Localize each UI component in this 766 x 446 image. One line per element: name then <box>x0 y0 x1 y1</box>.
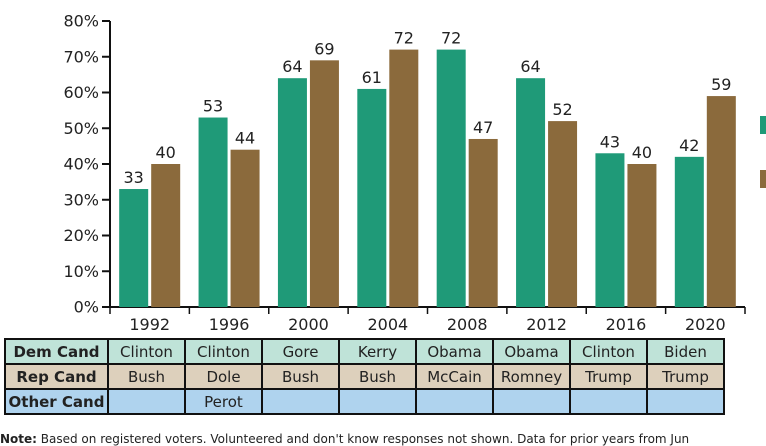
x-tick-label: 2012 <box>526 315 567 334</box>
data-label: 64 <box>520 57 540 76</box>
data-label: 47 <box>473 118 493 137</box>
candidate-table: Dem Cand Clinton Clinton Gore Kerry Obama Obam… <box>4 338 725 415</box>
rep-bar <box>151 164 181 307</box>
data-label: 53 <box>203 97 223 116</box>
bar-chart: 0% 10% 20% 30% 40% 50% 60% 70% 80% 1992 1996 2000 2… <box>63 12 766 334</box>
bars: 33 53 64 61 72 64 43 42 40 44 69 72 47 52 40 59 <box>119 29 736 308</box>
data-label: 42 <box>679 136 699 155</box>
data-label: 52 <box>552 100 572 119</box>
data-label: 64 <box>282 57 302 76</box>
candidate-cell: Dole <box>184 363 263 390</box>
other-candidate-row: Other Cand Perot <box>4 388 725 415</box>
data-label: 44 <box>235 129 255 148</box>
candidate-cell: Gore <box>261 338 340 365</box>
note-label: Note: <box>0 432 37 446</box>
candidate-cell <box>492 388 571 415</box>
note-text: Based on registered voters. Volunteered … <box>36 432 690 446</box>
rep-bar <box>548 121 578 307</box>
candidate-cell: Biden <box>646 338 725 365</box>
candidate-cell <box>261 388 340 415</box>
chart-note: Note: Based on registered voters. Volunt… <box>0 432 766 446</box>
x-tick-label: 2020 <box>685 315 726 334</box>
x-axis: 1992 1996 2000 2004 2008 2012 2016 2020 <box>109 306 746 334</box>
row-header: Dem Cand <box>4 338 109 365</box>
candidate-cell: Bush <box>107 363 186 390</box>
dem-bar <box>674 156 704 307</box>
rep-bar <box>468 138 498 307</box>
y-tick-label: 40% <box>63 155 99 174</box>
x-tick-label: 2016 <box>606 315 647 334</box>
x-tick-label: 1996 <box>209 315 250 334</box>
candidate-cell: Kerry <box>338 338 417 365</box>
row-header: Other Cand <box>4 388 109 415</box>
candidate-cell: Romney <box>492 363 571 390</box>
y-tick-label: 30% <box>63 190 99 209</box>
candidate-cell <box>107 388 186 415</box>
candidate-cell: McCain <box>415 363 494 390</box>
candidate-cell: Obama <box>415 338 494 365</box>
rep-bar <box>389 49 419 307</box>
data-label: 72 <box>394 29 414 48</box>
candidate-cell <box>415 388 494 415</box>
dem-bar <box>119 189 149 307</box>
legend <box>760 116 766 188</box>
data-label: 61 <box>362 68 382 87</box>
rep-bar <box>309 60 339 308</box>
candidate-cell: Trump <box>646 363 725 390</box>
x-tick-label: 2008 <box>447 315 488 334</box>
data-label: 72 <box>441 29 461 48</box>
row-header: Rep Cand <box>4 363 109 390</box>
x-tick-label: 2004 <box>367 315 408 334</box>
data-label: 43 <box>600 132 620 151</box>
y-tick-label: 50% <box>63 119 99 138</box>
y-tick-label: 80% <box>63 12 99 31</box>
y-tick-label: 20% <box>63 226 99 245</box>
y-tick-label: 70% <box>63 47 99 66</box>
candidate-cell: Trump <box>569 363 648 390</box>
dem-bar <box>198 117 228 308</box>
data-label: 33 <box>124 168 144 187</box>
legend-swatch-dem <box>760 116 766 134</box>
data-label: 69 <box>314 39 334 58</box>
dem-bar <box>516 78 546 307</box>
dem-bar <box>436 49 466 307</box>
y-axis: 0% 10% 20% 30% 40% 50% 60% 70% 80% <box>63 12 111 317</box>
candidate-cell: Bush <box>338 363 417 390</box>
y-tick-label: 60% <box>63 83 99 102</box>
candidate-cell: Obama <box>492 338 571 365</box>
dem-candidate-row: Dem Cand Clinton Clinton Gore Kerry Obama Obam… <box>4 338 725 365</box>
y-tick-label: 10% <box>63 262 99 281</box>
candidate-cell: Bush <box>261 363 340 390</box>
rep-bar <box>706 96 736 307</box>
legend-swatch-rep <box>760 170 766 188</box>
y-tick-label: 0% <box>74 298 99 317</box>
candidate-cell <box>646 388 725 415</box>
data-label: 40 <box>156 143 176 162</box>
candidate-cell <box>338 388 417 415</box>
rep-candidate-row: Rep Cand Bush Dole Bush Bush McCain Romney Trum… <box>4 363 725 390</box>
data-label: 59 <box>711 75 731 94</box>
dem-bar <box>357 88 387 307</box>
rep-bar <box>627 164 657 307</box>
candidate-cell <box>569 388 648 415</box>
candidate-cell: Perot <box>184 388 263 415</box>
rep-bar <box>230 149 260 307</box>
candidate-cell: Clinton <box>107 338 186 365</box>
dem-bar <box>595 153 625 307</box>
candidate-cell: Clinton <box>569 338 648 365</box>
x-tick-label: 1992 <box>129 315 170 334</box>
candidate-cell: Clinton <box>184 338 263 365</box>
dem-bar <box>277 78 307 307</box>
data-label: 40 <box>632 143 652 162</box>
x-tick-label: 2000 <box>288 315 329 334</box>
